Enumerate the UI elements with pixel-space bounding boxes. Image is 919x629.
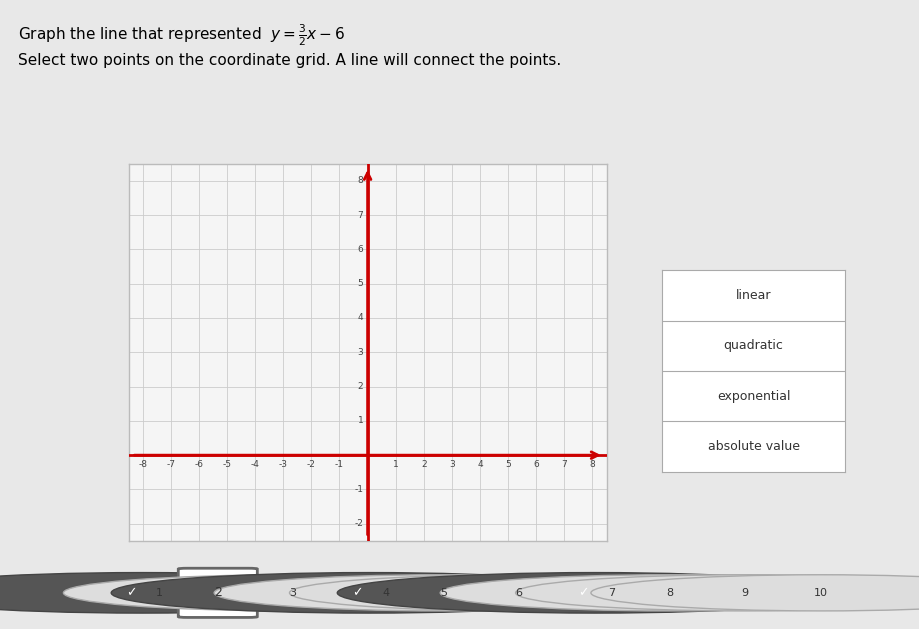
- Circle shape: [214, 575, 674, 611]
- Circle shape: [63, 575, 523, 611]
- Circle shape: [440, 575, 900, 611]
- Text: -2: -2: [307, 460, 316, 469]
- Text: 6: 6: [357, 245, 363, 254]
- Text: 8: 8: [590, 460, 596, 469]
- Text: 3: 3: [289, 588, 297, 598]
- Text: 4: 4: [382, 588, 390, 598]
- Text: 8: 8: [357, 176, 363, 185]
- Text: -6: -6: [195, 460, 203, 469]
- Text: exponential: exponential: [717, 390, 790, 403]
- Text: 7: 7: [608, 588, 616, 598]
- Text: 2: 2: [214, 586, 221, 599]
- Circle shape: [289, 575, 749, 611]
- Text: ✓: ✓: [578, 586, 589, 599]
- Text: -1: -1: [355, 485, 363, 494]
- Circle shape: [516, 575, 919, 611]
- Text: -3: -3: [278, 460, 288, 469]
- Text: 3: 3: [357, 348, 363, 357]
- Text: -8: -8: [138, 460, 147, 469]
- Text: -5: -5: [222, 460, 232, 469]
- Text: 7: 7: [562, 460, 567, 469]
- Text: 1: 1: [156, 588, 164, 598]
- Text: -7: -7: [166, 460, 176, 469]
- Text: -4: -4: [251, 460, 259, 469]
- Text: 2: 2: [357, 382, 363, 391]
- Text: 6: 6: [533, 460, 539, 469]
- Text: 7: 7: [357, 211, 363, 220]
- Text: 1: 1: [357, 416, 363, 425]
- Text: ✓: ✓: [352, 586, 363, 599]
- Text: 2: 2: [421, 460, 426, 469]
- Text: Select two points on the coordinate grid. A line will connect the points.: Select two points on the coordinate grid…: [18, 53, 562, 69]
- Text: ‹ Previous: ‹ Previous: [9, 586, 71, 599]
- Text: 4: 4: [477, 460, 482, 469]
- Text: 10: 10: [813, 588, 828, 598]
- Text: absolute value: absolute value: [708, 440, 800, 453]
- Text: 5: 5: [357, 279, 363, 288]
- Text: -2: -2: [355, 520, 363, 528]
- Text: Graph the line that represented  $y = \frac{3}{2}x - 6$: Graph the line that represented $y = \fr…: [18, 22, 346, 48]
- FancyBboxPatch shape: [178, 568, 257, 618]
- Text: 4: 4: [357, 313, 363, 323]
- Circle shape: [0, 572, 400, 613]
- Text: 1: 1: [392, 460, 399, 469]
- Text: 5: 5: [505, 460, 511, 469]
- Text: -1: -1: [335, 460, 344, 469]
- Circle shape: [591, 575, 919, 611]
- Circle shape: [337, 572, 852, 613]
- Text: ✓: ✓: [126, 586, 137, 599]
- Text: 5: 5: [440, 588, 448, 598]
- Text: 8: 8: [666, 588, 674, 598]
- Text: quadratic: quadratic: [723, 340, 784, 352]
- Circle shape: [111, 572, 626, 613]
- Text: linear: linear: [736, 289, 771, 302]
- Text: 6: 6: [516, 588, 523, 598]
- Text: 9: 9: [742, 588, 749, 598]
- Text: 3: 3: [449, 460, 455, 469]
